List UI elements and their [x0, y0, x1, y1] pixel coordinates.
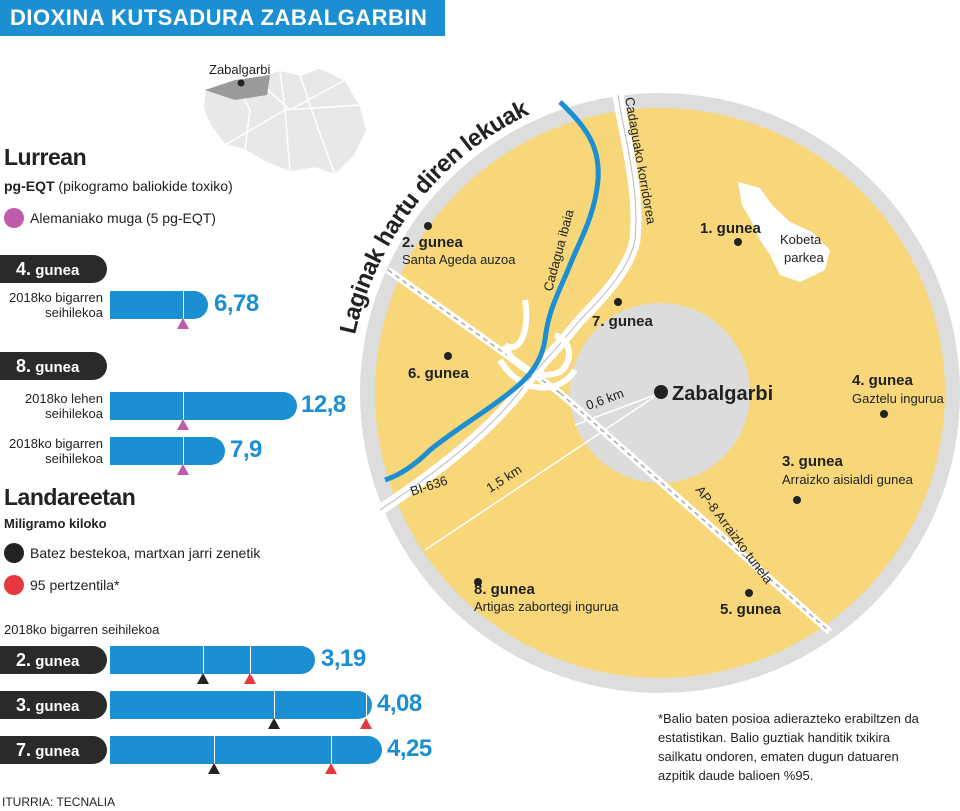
locator-zabalgarbi-area [205, 75, 270, 100]
zone-4-tag: 4. gunea [0, 255, 107, 283]
p95-marker [360, 718, 372, 729]
point-2-dot [424, 222, 432, 230]
lurrean-unit-bold: pg-EQT [4, 178, 55, 194]
landareetan-heading: Landareetan [4, 484, 136, 510]
point-2-label: 2. gunea [402, 234, 464, 251]
locator-zabalgarbi-dot [237, 79, 245, 87]
footnote-line: sailkatu ondoren, ematen dugun datuaren [658, 749, 899, 764]
lurrean-heading: Lurrean [4, 144, 87, 170]
plant-bar-zone3 [110, 691, 372, 719]
sampling-map: 0,6 km 1,5 km AP-8 Arraizko tunela Cadag… [340, 93, 960, 693]
footnote: *Balio baten posioa adierazteko erabiltz… [658, 709, 919, 785]
point-4-label: 4. gunea [852, 372, 914, 389]
point-1-dot [734, 238, 742, 246]
limit-marker [177, 419, 189, 430]
point-7-dot [614, 298, 622, 306]
p95-marker [244, 673, 256, 684]
plant-value: 4,08 [377, 690, 422, 717]
p95-line [366, 691, 367, 719]
point-3-label: 3. gunea [782, 453, 844, 470]
p95-legend-dot [4, 575, 24, 595]
interchange [497, 332, 578, 391]
zabalgarbi-dot [654, 385, 668, 399]
plant-value: 4,25 [387, 735, 432, 762]
point-4-dot [880, 410, 888, 418]
zabalgarbi-label: Zabalgarbi [672, 383, 773, 405]
footnote-line: *Balio baten posioa adierazteko erabiltz… [658, 711, 919, 726]
plant-zone-7-tag: 7. gunea [0, 736, 107, 764]
plant-zone-3-tag: 3. gunea [0, 691, 107, 719]
mean-legend-label: Batez bestekoa, martxan jarri zenetik [30, 545, 261, 561]
soil-value: 12,8 [301, 391, 346, 418]
p95-line [250, 646, 251, 674]
cadagua-river [384, 100, 601, 483]
kobeta-park [738, 182, 830, 282]
point-8-dot [474, 578, 482, 586]
lurrean-unit: pg-EQT (pikogramo baliokide toxiko) [4, 178, 233, 194]
park-label-2: parkea [784, 250, 825, 265]
limit-line [183, 291, 184, 319]
point-5-dot [745, 589, 753, 597]
point-6-dot [444, 352, 452, 360]
plant-period-label: 2018ko bigarren seihilekoa [4, 622, 160, 637]
park-label-1: Kobeta [780, 232, 822, 247]
point-2-sub: Santa Ageda auzoa [402, 252, 516, 267]
locator-label: Zabalgarbi [209, 62, 271, 77]
mean-marker [268, 718, 280, 729]
landareetan-unit: Miligramo kiloko [4, 516, 107, 531]
point-3-sub: Arraizko aisialdi gunea [782, 472, 914, 487]
mean-legend-dot [4, 543, 24, 563]
soil-bar-zone8-second [110, 437, 225, 465]
plant-bar-zone7 [110, 736, 382, 764]
point-6-label: 6. gunea [408, 365, 470, 382]
limit-legend-label: Alemaniako muga (5 pg-EQT) [30, 210, 216, 226]
source-credit: ITURRIA: TECNALIA [2, 795, 116, 809]
point-7-label: 7. gunea [592, 313, 654, 330]
mean-marker [208, 763, 220, 774]
soil-value: 6,78 [214, 290, 259, 317]
point-3-dot [793, 496, 801, 504]
limit-line [183, 392, 184, 420]
locator-map: Zabalgarbi [202, 62, 368, 176]
plant-value: 3,19 [321, 645, 366, 672]
soil-bar-zone8-first [110, 392, 297, 420]
limit-marker [177, 464, 189, 475]
soil-value: 7,9 [230, 436, 262, 463]
plant-bar-zone2 [110, 646, 315, 674]
footnote-line: azpitik daude balioen %95. [658, 768, 814, 783]
outer-radius-line [424, 392, 661, 551]
mean-line [203, 646, 204, 674]
p95-line [331, 736, 332, 764]
soil-bar-zone4 [110, 291, 208, 319]
point-5-label: 5. gunea [720, 601, 782, 618]
point-1-label: 1. gunea [700, 220, 762, 237]
limit-line [183, 437, 184, 465]
limit-marker [177, 318, 189, 329]
lurrean-unit-rest: (pikogramo baliokide toxiko) [54, 178, 233, 194]
soil-row-label: 2018ko bigarren seihilekoa [9, 290, 103, 320]
p95-legend-label: 95 pertzentila* [30, 577, 120, 593]
footnote-line: estatistikan. Balio guztiak handitik txi… [658, 730, 890, 745]
mean-line [214, 736, 215, 764]
soil-row-label: 2018ko bigarren seihilekoa [9, 436, 103, 466]
point-4-sub: Gaztelu ingurua [852, 391, 945, 406]
plant-zone-2-tag: 2. gunea [0, 646, 107, 674]
soil-row-label: 2018ko lehen seihilekoa [24, 391, 103, 421]
zone-8-tag: 8. gunea [0, 352, 107, 380]
point-8-label: 8. gunea [474, 581, 536, 598]
limit-legend-dot [4, 208, 24, 228]
p95-marker [325, 763, 337, 774]
mean-marker [197, 673, 209, 684]
mean-line [274, 691, 275, 719]
page-title: DIOXINA KUTSADURA ZABALGARBIN [0, 0, 445, 36]
point-8-sub: Artigas zabortegi ingurua [474, 599, 619, 614]
